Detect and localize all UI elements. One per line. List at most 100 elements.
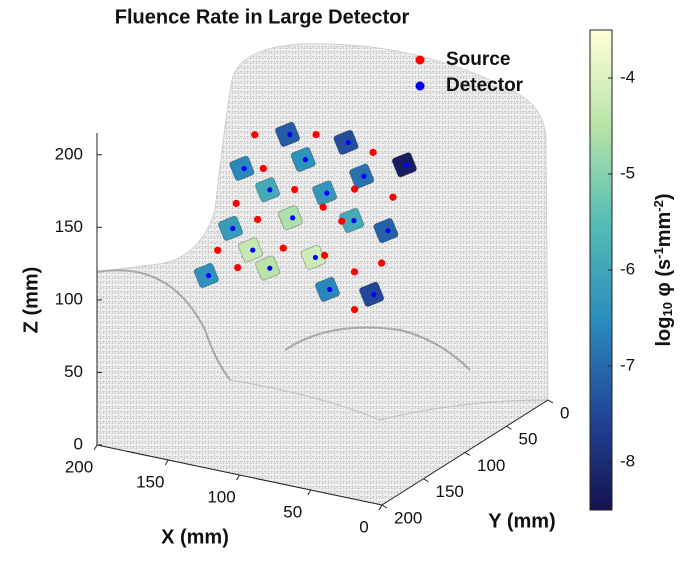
detector-point xyxy=(205,273,212,279)
legend-label: Source xyxy=(446,49,510,70)
colorbar-tick-label: -8 xyxy=(620,451,635,470)
z-tick-label: 0 xyxy=(74,434,83,453)
y-tick xyxy=(381,504,388,509)
x-tick xyxy=(164,459,169,466)
source-point xyxy=(279,244,287,252)
detector xyxy=(254,177,281,203)
source-point xyxy=(350,305,359,314)
colorbar-label-part: φ (s xyxy=(653,259,675,302)
detector xyxy=(277,205,304,231)
legend-marker xyxy=(415,55,425,65)
z-tick-label: 200 xyxy=(55,144,83,163)
source-point xyxy=(251,131,259,139)
y-tick xyxy=(423,478,429,483)
x-tick xyxy=(307,489,312,496)
detector-point xyxy=(312,254,319,261)
source-point xyxy=(254,215,262,224)
body-contour xyxy=(229,379,549,421)
z-tick-label: 150 xyxy=(55,217,83,236)
x-tick-label: 50 xyxy=(283,502,302,521)
legend-label: Detector xyxy=(446,75,524,96)
source-point xyxy=(312,130,320,139)
detector-point xyxy=(241,165,247,172)
detector xyxy=(193,262,219,289)
detector-point xyxy=(404,162,410,168)
source-point xyxy=(389,193,397,201)
detector-point xyxy=(385,228,391,234)
detector-point xyxy=(250,247,256,253)
colorbar-label: log10 φ (s-1mm-2) xyxy=(651,193,675,346)
y-tick xyxy=(506,425,512,430)
detector-point xyxy=(290,215,296,221)
y-tick-label: 0 xyxy=(560,403,569,422)
colorbar-tick-label: -7 xyxy=(620,355,635,374)
source-point xyxy=(338,217,346,225)
shoulder-contour xyxy=(96,269,231,381)
colorbar-label-part: mm xyxy=(653,212,675,248)
colorbar-label-part: ) xyxy=(653,193,675,200)
x-tick xyxy=(93,444,98,451)
detector-point xyxy=(302,157,309,163)
detector-point xyxy=(361,173,367,179)
y-tick xyxy=(547,399,554,404)
source-point xyxy=(234,263,242,272)
x-axis-label: X (mm) xyxy=(161,526,229,548)
colorbar-label-part: -2 xyxy=(651,200,666,212)
chart-title: Fluence Rate in Large Detector xyxy=(115,6,410,28)
y-axis-label: Y (mm) xyxy=(488,510,555,532)
shoulder-contour xyxy=(284,326,471,371)
detector-point xyxy=(267,187,273,193)
detector xyxy=(290,146,316,173)
source-point xyxy=(369,148,377,156)
detector xyxy=(391,152,418,178)
source-point xyxy=(319,203,327,211)
y-tick-label: 200 xyxy=(394,508,422,527)
detector-point xyxy=(327,286,333,293)
detector-point xyxy=(371,291,377,298)
detector-point xyxy=(287,131,293,138)
head-surface xyxy=(96,43,549,506)
z-tick-label: 100 xyxy=(55,289,83,308)
detector-point xyxy=(230,225,236,232)
source-point xyxy=(350,268,359,276)
detector xyxy=(373,217,399,244)
y-tick xyxy=(464,452,471,456)
mesh xyxy=(96,43,549,506)
colorbar-tick-label: -4 xyxy=(620,67,635,86)
source-point xyxy=(291,185,299,194)
source-point xyxy=(232,199,240,208)
detector xyxy=(237,237,264,263)
colorbar-tick-label: -5 xyxy=(620,163,635,182)
x-tick-label: 100 xyxy=(207,487,235,506)
detector xyxy=(314,276,341,302)
colorbar-tick-label: -6 xyxy=(620,259,635,278)
legend-marker xyxy=(415,81,425,91)
legend: Source Detector xyxy=(415,49,524,96)
y-tick-label: 150 xyxy=(436,482,464,501)
z-tick-label: 50 xyxy=(64,362,83,381)
detector xyxy=(229,155,255,181)
detector xyxy=(217,215,244,241)
source-point xyxy=(214,246,222,254)
detector xyxy=(274,121,301,148)
colorbar-label-part: log xyxy=(653,317,675,347)
colorbar-label-part: 10 xyxy=(660,302,675,316)
x-tick xyxy=(378,504,383,511)
source-point xyxy=(321,251,329,259)
x-tick-label: 200 xyxy=(65,457,93,476)
detector-point xyxy=(267,265,273,271)
source-point xyxy=(378,259,386,267)
x-tick-label: 150 xyxy=(136,472,164,491)
detector xyxy=(349,163,375,189)
y-tick-label: 100 xyxy=(477,456,505,475)
source-point xyxy=(350,185,359,193)
detector xyxy=(339,207,365,234)
detector-point xyxy=(324,190,330,196)
z-axis-label: Z (mm) xyxy=(20,267,42,334)
source-point xyxy=(259,164,267,173)
y-tick-label: 50 xyxy=(519,430,538,449)
x-tick-label: 0 xyxy=(359,517,368,536)
colorbar-label-part: -1 xyxy=(651,247,666,259)
detector xyxy=(333,129,359,155)
